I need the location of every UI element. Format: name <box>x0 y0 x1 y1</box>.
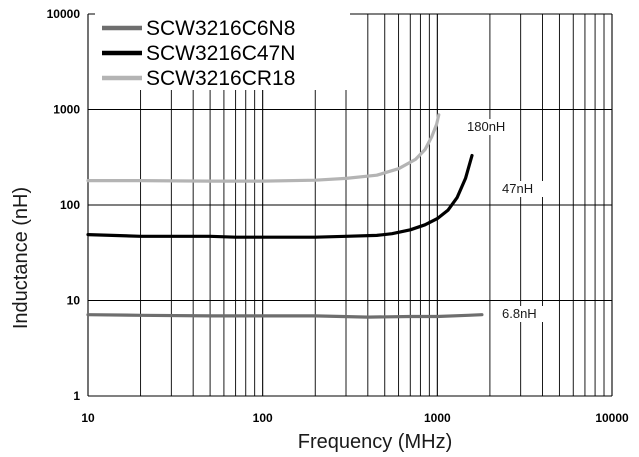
series-lines <box>86 113 484 319</box>
x-tick-label: 10 <box>81 411 95 425</box>
legend-label: SCW3216CR18 <box>146 67 295 90</box>
series-annotations: 6.8nH 47nH 180nH <box>465 119 548 322</box>
series-annotation: 6.8nH <box>502 306 537 321</box>
series-line-scw3216cr18 <box>86 113 441 183</box>
series-annotation: 47nH <box>502 181 533 196</box>
x-tick-label: 100 <box>253 411 273 425</box>
y-tick-label: 10000 <box>47 7 81 21</box>
y-tick-label: 100 <box>60 198 80 212</box>
legend-label: SCW3216C6N8 <box>146 17 295 40</box>
series-line-scw3216c6n8 <box>86 313 484 319</box>
y-tick-label: 1 <box>73 389 80 403</box>
y-tick-label: 1000 <box>53 103 80 117</box>
x-tick-label: 1000 <box>424 411 451 425</box>
annotation-background <box>500 306 548 322</box>
series-annotation: 180nH <box>467 119 505 134</box>
y-tick-label: 10 <box>67 294 81 308</box>
x-axis-label: Frequency (MHz) <box>298 431 452 453</box>
y-axis-label: Inductance (nH) <box>10 187 32 329</box>
legend-label: SCW3216C47N <box>146 42 295 65</box>
x-tick-label: 10000 <box>595 411 629 425</box>
series-line-scw3216c47n <box>86 153 474 239</box>
annotation-background <box>500 181 548 197</box>
annotation-background <box>465 119 513 135</box>
